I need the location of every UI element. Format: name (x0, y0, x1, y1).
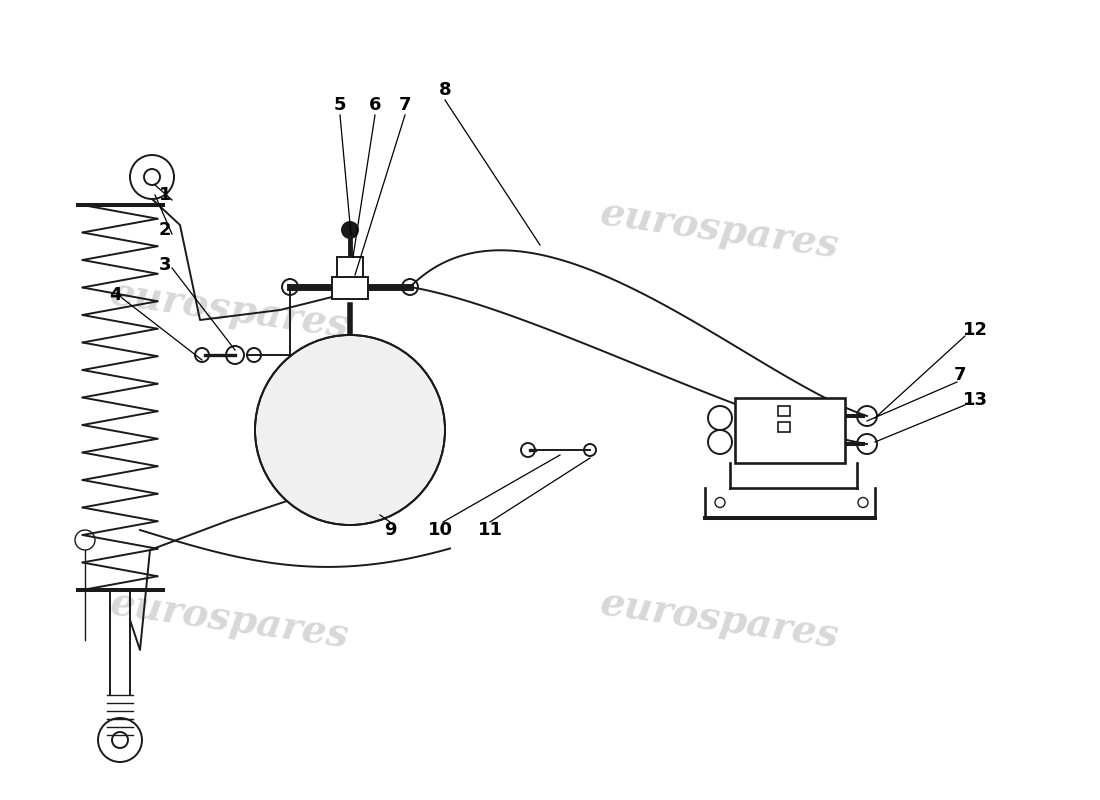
Text: 3: 3 (158, 256, 172, 274)
Circle shape (342, 222, 358, 238)
Bar (735, 398, 845, 462)
Bar (337, 257, 363, 277)
Text: 7: 7 (398, 96, 411, 114)
Text: eurospares: eurospares (598, 194, 842, 266)
Bar (332, 277, 368, 299)
Text: 12: 12 (962, 321, 988, 339)
Text: 1: 1 (158, 186, 172, 204)
Text: 7: 7 (954, 366, 966, 384)
Text: 5: 5 (333, 96, 346, 114)
Text: 6: 6 (368, 96, 382, 114)
Text: eurospares: eurospares (598, 585, 842, 655)
Text: 2: 2 (158, 221, 172, 239)
Bar (778, 406, 790, 415)
Text: 4: 4 (109, 286, 121, 304)
Text: 11: 11 (477, 521, 503, 539)
Text: 10: 10 (428, 521, 452, 539)
Circle shape (255, 335, 446, 525)
Text: eurospares: eurospares (108, 274, 352, 346)
Text: 9: 9 (384, 521, 396, 539)
Text: 8: 8 (439, 81, 451, 99)
Text: 13: 13 (962, 391, 988, 409)
Bar (778, 422, 790, 431)
Text: eurospares: eurospares (108, 585, 352, 655)
